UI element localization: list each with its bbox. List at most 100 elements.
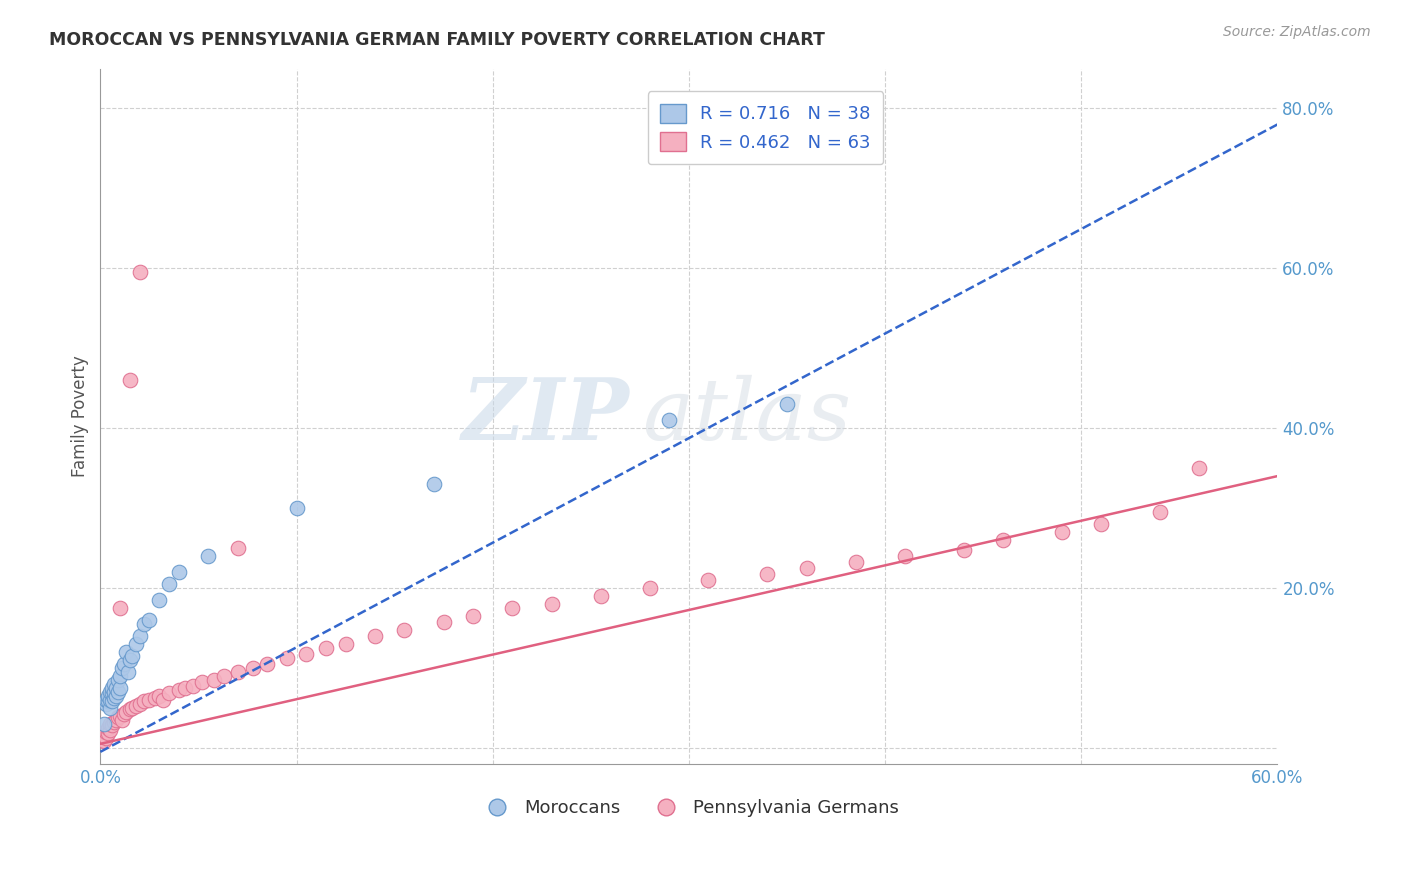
Point — [103, 715, 125, 730]
Point — [148, 593, 170, 607]
Point — [108, 601, 131, 615]
Point — [93, 734, 115, 748]
Point — [132, 617, 155, 632]
Point — [181, 679, 204, 693]
Point — [96, 697, 118, 711]
Point — [242, 661, 264, 675]
Point — [97, 694, 120, 708]
Point — [157, 577, 180, 591]
Point — [433, 615, 456, 629]
Point — [98, 717, 121, 731]
Point — [845, 556, 868, 570]
Point — [107, 685, 129, 699]
Point — [138, 693, 160, 707]
Point — [315, 640, 337, 655]
Point — [191, 675, 214, 690]
Point — [93, 717, 115, 731]
Point — [96, 731, 118, 746]
Point — [105, 689, 128, 703]
Point — [501, 601, 523, 615]
Point — [111, 661, 134, 675]
Point — [202, 673, 225, 687]
Point — [1188, 461, 1211, 475]
Point — [115, 705, 138, 719]
Point — [394, 623, 416, 637]
Point — [152, 693, 174, 707]
Point — [143, 691, 166, 706]
Point — [197, 549, 219, 563]
Point — [128, 697, 150, 711]
Point — [461, 609, 484, 624]
Text: ZIP: ZIP — [463, 375, 630, 458]
Point — [118, 653, 141, 667]
Point — [101, 694, 124, 708]
Point — [96, 724, 118, 739]
Point — [101, 686, 124, 700]
Point — [91, 732, 114, 747]
Text: MOROCCAN VS PENNSYLVANIA GERMAN FAMILY POVERTY CORRELATION CHART: MOROCCAN VS PENNSYLVANIA GERMAN FAMILY P… — [49, 31, 825, 49]
Point — [98, 723, 121, 738]
Point — [157, 686, 180, 700]
Point — [112, 657, 135, 671]
Point — [97, 721, 120, 735]
Point — [167, 565, 190, 579]
Point — [991, 533, 1014, 547]
Point — [121, 701, 143, 715]
Point — [776, 397, 799, 411]
Point — [893, 549, 915, 563]
Point — [1050, 524, 1073, 539]
Point — [111, 713, 134, 727]
Point — [1090, 517, 1112, 532]
Point — [132, 694, 155, 708]
Point — [112, 707, 135, 722]
Point — [540, 597, 562, 611]
Point — [295, 647, 318, 661]
Point — [96, 693, 118, 707]
Point — [108, 669, 131, 683]
Point — [108, 681, 131, 695]
Point — [796, 561, 818, 575]
Point — [756, 566, 779, 581]
Point — [167, 683, 190, 698]
Point — [138, 613, 160, 627]
Point — [121, 648, 143, 663]
Point — [128, 265, 150, 279]
Point — [124, 699, 146, 714]
Point — [107, 673, 129, 687]
Point — [105, 681, 128, 695]
Point — [226, 665, 249, 679]
Point — [276, 651, 298, 665]
Point — [117, 665, 139, 679]
Point — [118, 702, 141, 716]
Point — [98, 693, 121, 707]
Point — [98, 685, 121, 699]
Point — [1149, 505, 1171, 519]
Point — [103, 691, 125, 706]
Point — [364, 629, 387, 643]
Point — [93, 729, 115, 743]
Text: atlas: atlas — [641, 375, 851, 458]
Point — [118, 373, 141, 387]
Point — [212, 669, 235, 683]
Point — [103, 677, 125, 691]
Y-axis label: Family Poverty: Family Poverty — [72, 355, 89, 477]
Point — [658, 413, 681, 427]
Point — [101, 718, 124, 732]
Point — [108, 709, 131, 723]
Point — [115, 645, 138, 659]
Point — [128, 629, 150, 643]
Point — [285, 501, 308, 516]
Point — [97, 689, 120, 703]
Point — [103, 685, 125, 699]
Point — [589, 589, 612, 603]
Legend: Moroccans, Pennsylvania Germans: Moroccans, Pennsylvania Germans — [472, 792, 905, 824]
Point — [107, 710, 129, 724]
Point — [226, 541, 249, 555]
Point — [638, 581, 661, 595]
Point — [101, 681, 124, 695]
Point — [124, 637, 146, 651]
Point — [97, 726, 120, 740]
Point — [98, 701, 121, 715]
Point — [256, 657, 278, 671]
Point — [105, 713, 128, 727]
